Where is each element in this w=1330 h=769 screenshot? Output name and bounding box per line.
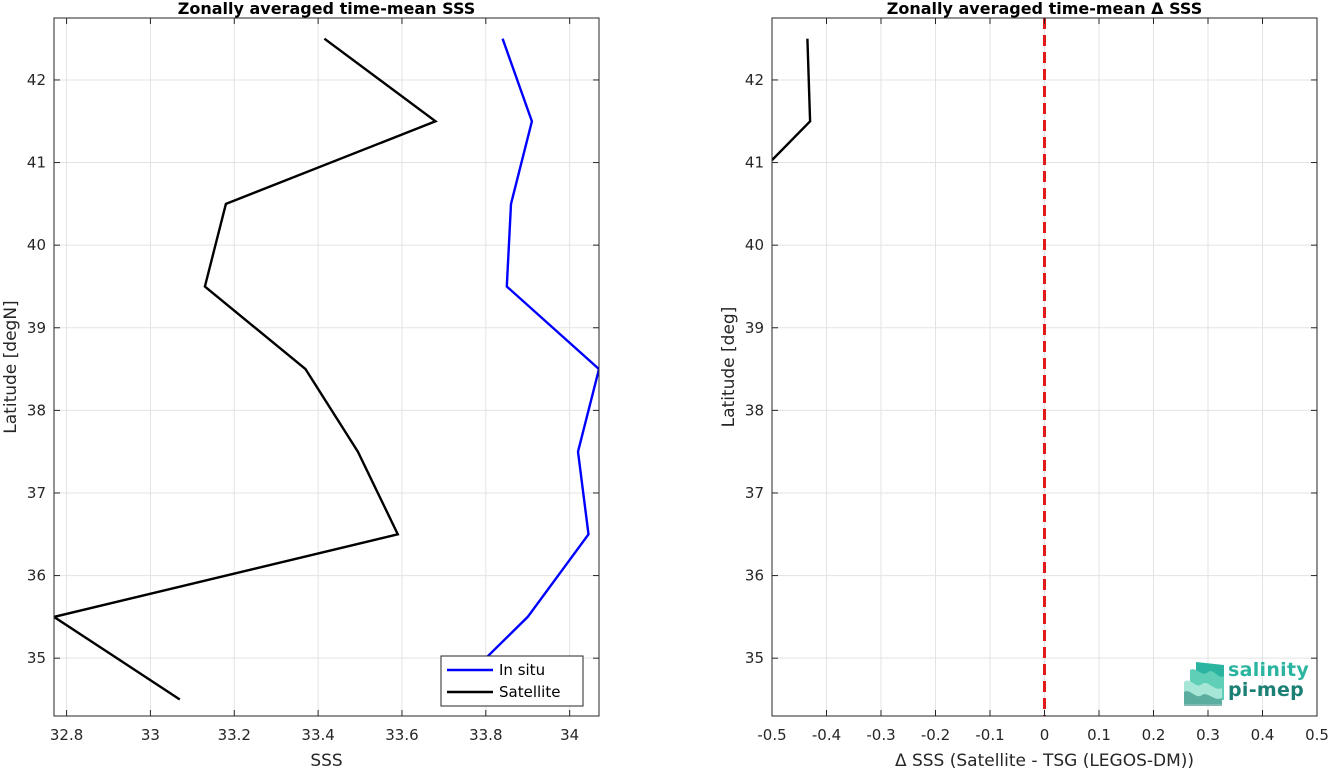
y-tick-label: 40 [27,236,46,254]
y-tick-label: 35 [27,649,46,667]
x-tick-label: 33.2 [218,726,251,744]
series-line-satellite [54,37,438,701]
legend-label: In situ [499,661,545,679]
y-tick-label: 42 [27,71,46,89]
y-tick-label: 41 [745,154,764,172]
x-tick-label: 0.1 [1087,726,1111,744]
y-tick-label: 35 [745,649,764,667]
y-tick-label: 39 [745,319,764,337]
y-tick-label: 38 [27,401,46,419]
x-tick-label: 0.4 [1251,726,1275,744]
chart-title: Zonally averaged time-mean Δ SSS [887,0,1203,18]
y-tick-label: 37 [745,484,764,502]
x-tick-label: 33.4 [301,726,334,744]
y-axis-label: Latitude [degN] [1,300,21,433]
y-tick-label: 36 [27,567,46,585]
chart-title: Zonally averaged time-mean SSS [178,0,476,18]
y-tick-label: 36 [745,567,764,585]
x-axis-label: SSS [310,751,342,769]
x-tick-label: -0.3 [866,726,895,744]
x-tick-label: -0.5 [757,726,786,744]
logo-line2: pi-mep [1228,679,1305,701]
y-tick-label: 42 [745,71,764,89]
y-axis-label: Latitude [deg] [719,307,739,428]
legend: In situ Satellite [440,655,584,707]
x-tick-label: -0.1 [975,726,1004,744]
x-tick-label: 0.5 [1305,726,1329,744]
legend-box [440,655,584,707]
x-tick-label: 32.8 [50,726,83,744]
logo-line1: salinity [1228,659,1310,681]
y-tick-label: 39 [27,319,46,337]
x-tick-label: 0.2 [1142,726,1166,744]
y-tick-label: 37 [27,484,46,502]
plot-area [54,18,599,716]
x-tick-label: -0.2 [921,726,950,744]
y-tick-label: 41 [27,154,46,172]
x-axis-label: Δ SSS (Satellite - TSG (LEGOS-DM)) [895,751,1194,769]
y-tick-label: 40 [745,236,764,254]
salinity-pimep-logo: salinity pi-mep [1180,658,1310,706]
delta-sss-panel: -0.5 -0.4 -0.3 -0.2 -0.1 0 0.1 0.2 0.3 0.4 0.5 35 36… [719,0,1329,769]
sss-panel: 32.8 33 33.2 33.4 33.6 33.8 34 35 36 37 38 39 40 41 42… [1,0,600,769]
x-tick-label: 34 [560,726,579,744]
legend-label: Satellite [499,683,560,701]
waves-logo-icon [1184,662,1224,706]
x-tick-label: 0.3 [1196,726,1220,744]
series-line-in-situ [443,38,599,701]
x-tick-label: 33.8 [469,726,502,744]
x-tick-label: 33.6 [385,726,418,744]
x-tick-label: 0 [1040,726,1050,744]
series-line-delta [772,38,812,161]
x-tick-label: 33 [141,726,160,744]
y-tick-label: 38 [745,401,764,419]
axes-box [53,17,600,717]
x-tick-label: -0.4 [812,726,841,744]
